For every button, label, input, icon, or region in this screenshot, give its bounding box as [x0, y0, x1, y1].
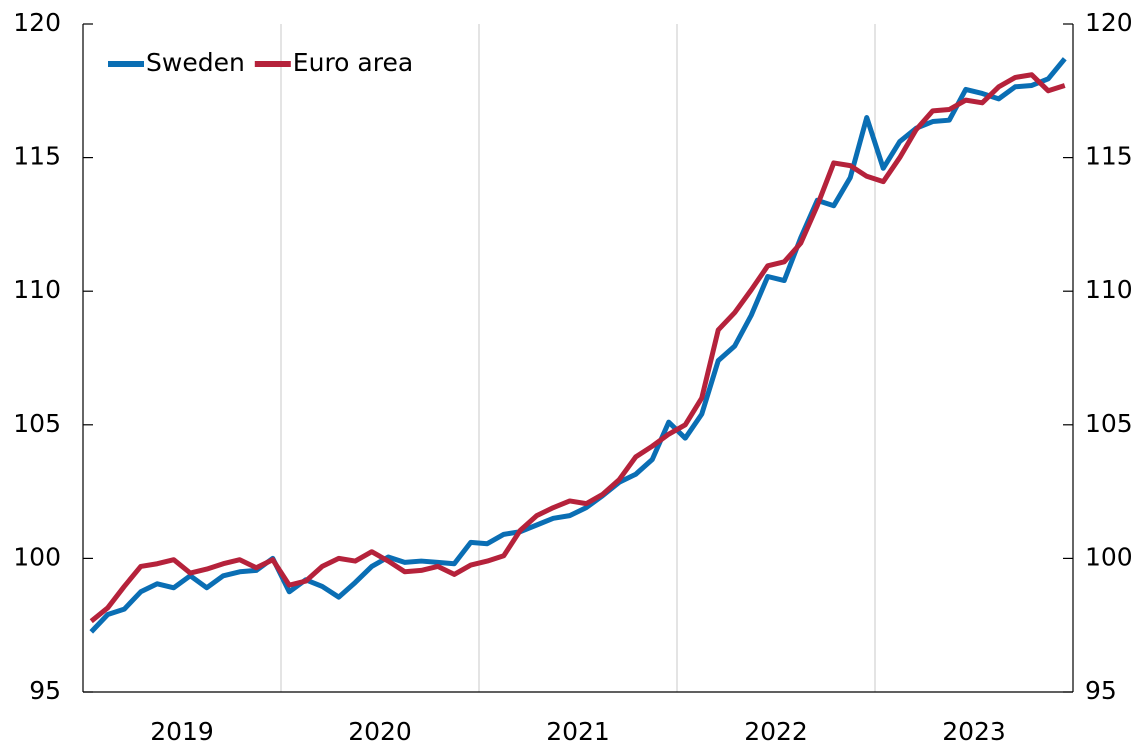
x-tick-label: 2021: [546, 717, 610, 744]
y2-tick-label: 110: [1085, 275, 1133, 304]
y2-tick-label: 100: [1085, 542, 1133, 571]
y-tick-label: 105: [13, 409, 61, 438]
y-tick-label: 100: [13, 542, 61, 571]
x-tick-label: 2020: [348, 717, 412, 744]
legend-label: Sweden: [146, 48, 245, 77]
y2-tick-label: 95: [1085, 676, 1117, 705]
x-tick-label: 2022: [744, 717, 808, 744]
y2-tick-label: 120: [1085, 8, 1133, 37]
y-tick-label: 115: [13, 142, 61, 171]
series-line: [89, 72, 1066, 624]
y2-tick-label: 105: [1085, 409, 1133, 438]
x-tick-label: 2023: [942, 717, 1006, 744]
legend-label: Euro area: [293, 48, 413, 77]
y2-tick-label: 115: [1085, 142, 1133, 171]
y-tick-label: 110: [13, 275, 61, 304]
y-tick-label: 120: [13, 8, 61, 37]
y-tick-label: 95: [29, 676, 61, 705]
x-tick-label: 2019: [150, 717, 214, 744]
series-line: [89, 57, 1067, 634]
